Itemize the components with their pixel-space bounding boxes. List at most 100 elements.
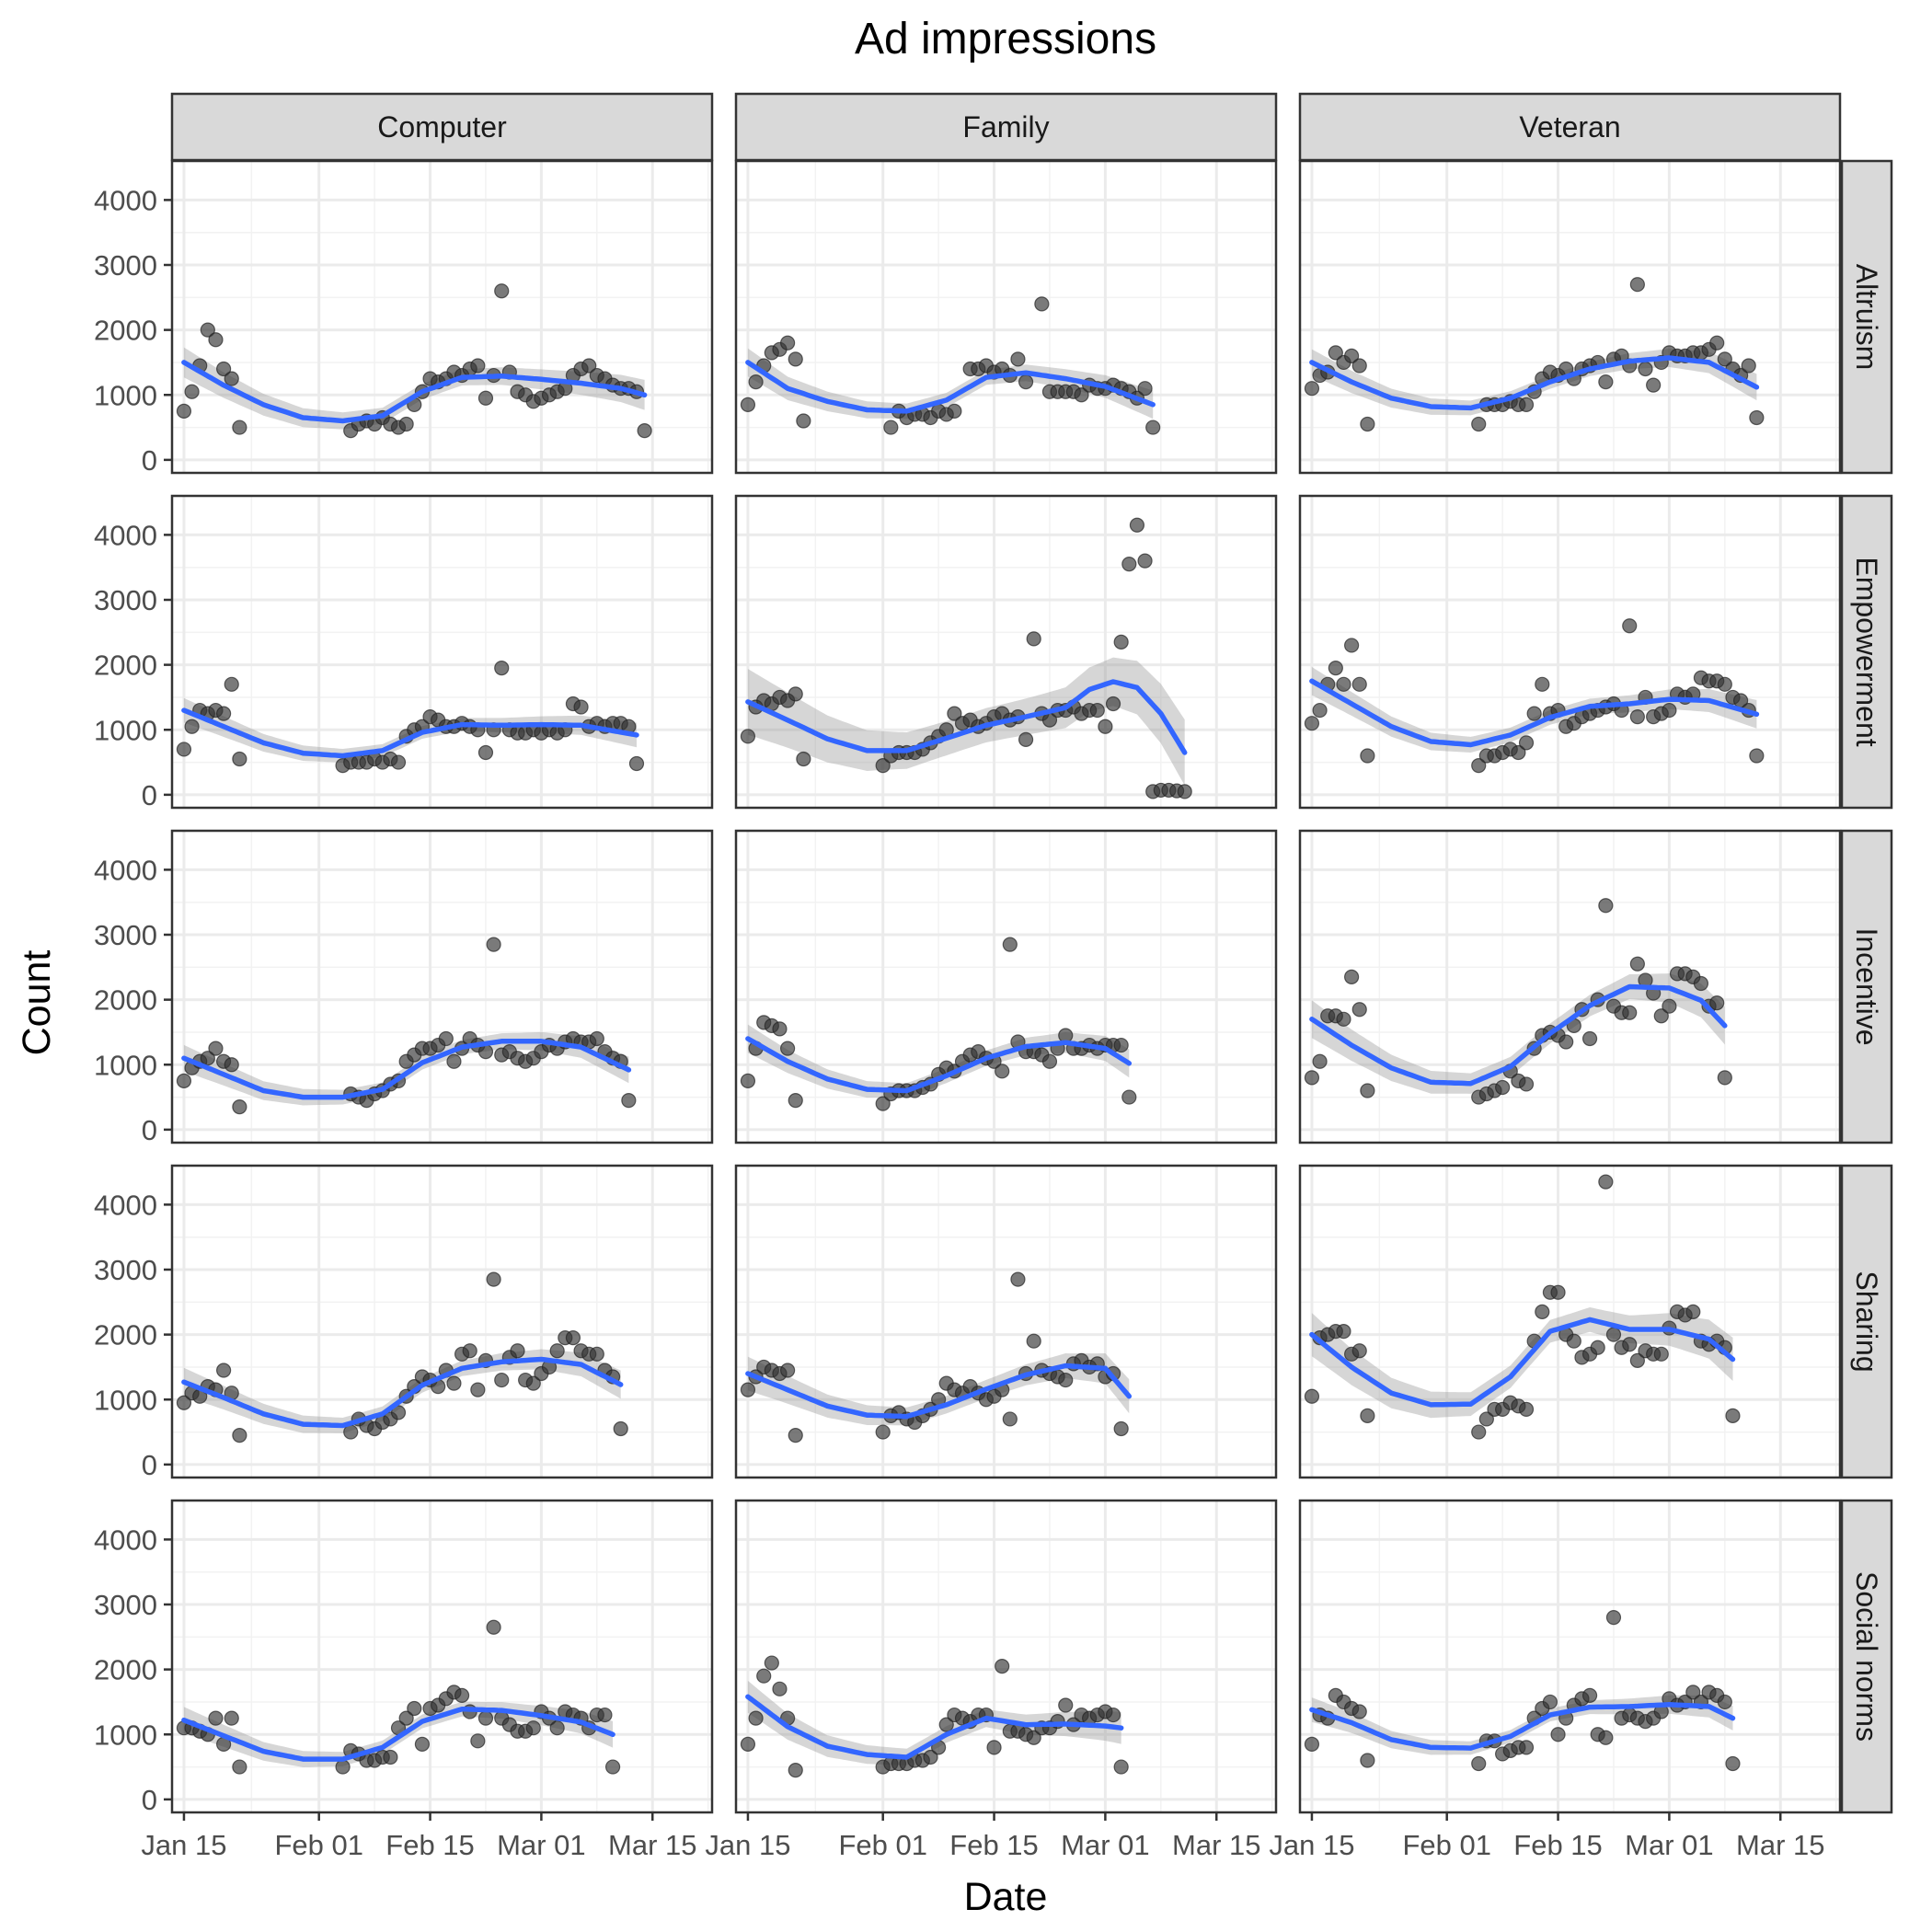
panel-border [1298,159,1842,475]
data-point [390,754,407,770]
y-tick-label: 4000 [94,519,157,551]
data-point [200,1051,215,1066]
data-point [232,751,247,767]
y-tick-label: 0 [142,1114,157,1146]
data-point [486,937,501,952]
x-tick-label: Feb 15 [1513,1829,1603,1861]
data-point [1598,1730,1614,1745]
panel-border [1298,829,1842,1144]
data-point [748,1710,764,1726]
data-point [628,755,645,772]
x-tick-label: Feb 01 [1402,1829,1491,1861]
data-point [1518,1076,1535,1092]
x-tick-label: Jan 15 [705,1829,790,1861]
data-point [1018,731,1034,747]
panel-background [736,161,1276,473]
facet-panel [734,159,1278,475]
panel-border [1298,494,1842,810]
data-point [1351,1343,1367,1359]
data-point [1685,1304,1701,1320]
row-strip-label: Social norms [1850,1571,1883,1742]
y-tick-label: 2000 [94,1654,157,1686]
data-point [1590,1340,1605,1355]
x-tick-label: Feb 15 [949,1829,1039,1861]
panel-border [1298,1499,1842,1814]
data-point [1558,1034,1574,1050]
data-point [604,1759,621,1775]
data-point [1360,1083,1375,1098]
facet-panel [1298,829,1842,1144]
data-point [1653,1346,1669,1362]
data-point [772,1681,788,1696]
data-point [176,742,192,757]
panel-border [734,159,1278,475]
data-point [780,1041,796,1056]
data-point [1717,1694,1732,1710]
data-point [525,1720,541,1736]
data-point [1542,1694,1558,1710]
y-tick-label: 0 [142,444,157,477]
y-tick-label: 1000 [94,379,157,411]
data-point [1105,696,1121,712]
data-point [796,751,811,767]
data-point [486,1619,501,1635]
data-point [1725,1408,1741,1424]
panel-background [172,1166,712,1478]
confidence-ribbon [183,1349,621,1433]
data-point [446,1053,462,1069]
facet-panel [734,1499,1278,1814]
y-tick-label: 3000 [94,249,157,282]
chart-title: Ad impressions [855,15,1156,63]
data-point [1026,631,1041,647]
data-point [883,420,899,435]
data-point [1495,1079,1511,1096]
data-point [1518,1401,1535,1417]
row-strip [1840,1164,1893,1479]
data-point [995,1658,1010,1674]
data-point [1693,975,1709,992]
panel-border [734,1499,1278,1814]
data-point [573,699,589,715]
data-point [923,1749,938,1765]
data-point [1089,702,1105,719]
data-point [486,1271,501,1287]
data-point [232,420,247,435]
data-point [1304,1388,1320,1404]
panel-border [170,159,714,475]
data-point [1717,676,1732,692]
panel-border [170,1164,714,1479]
y-tick-label: 1000 [94,1049,157,1081]
row-strip [1840,494,1893,810]
data-point [494,283,510,299]
data-point [1304,381,1320,397]
x-tick-label: Mar 15 [1736,1829,1824,1861]
data-point [1605,1610,1622,1626]
x-tick-label: Mar 01 [1061,1829,1149,1861]
data-point [875,1096,891,1111]
facet-panel [1298,1499,1842,1814]
data-point [1653,1008,1669,1024]
data-point [613,1420,628,1437]
panel-border [1298,1164,1842,1479]
data-point [1629,956,1645,972]
data-point [549,1343,565,1359]
facet-panel [734,1164,1278,1479]
data-point [1749,748,1765,764]
panel-background [172,161,712,473]
data-point [1360,748,1375,764]
data-point [1121,1089,1137,1105]
x-tick-label: Mar 01 [1625,1829,1713,1861]
data-point [216,706,232,721]
panel-background [172,1501,712,1812]
data-point [947,403,962,420]
data-point [1304,1736,1320,1752]
data-point [1622,1005,1638,1020]
y-axis-title: Count [15,950,59,1056]
data-point [383,1749,398,1765]
data-point [1749,409,1765,426]
panel-background [1300,1166,1840,1478]
smooth-trend-line [181,1706,615,1762]
data-point [1121,557,1137,572]
facet-panel [170,1164,714,1479]
data-point [1026,1333,1041,1349]
